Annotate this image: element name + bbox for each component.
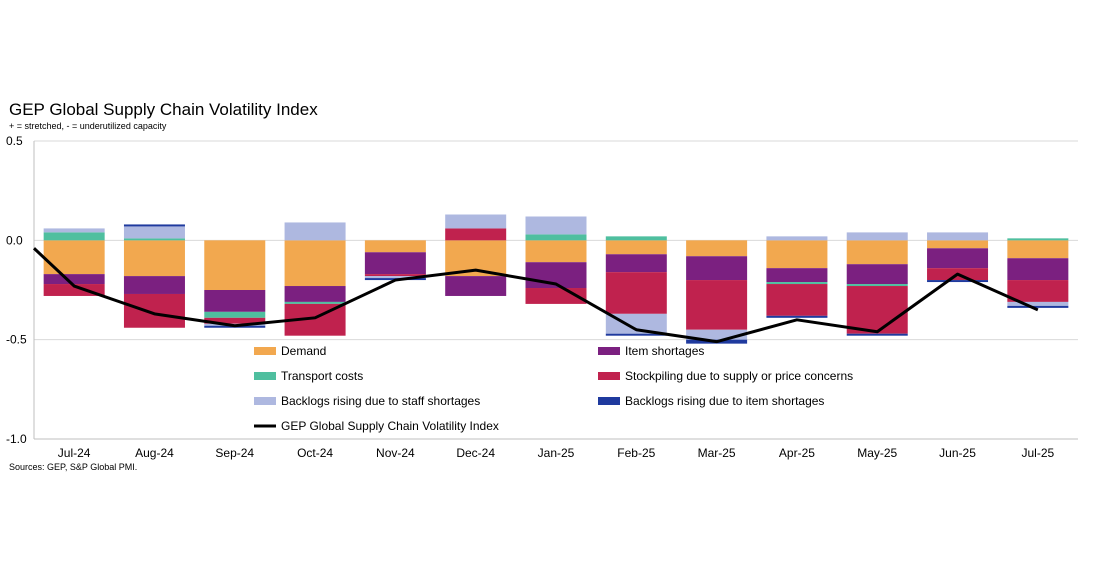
bar-segment-demand <box>927 240 989 249</box>
bar-segment-demand <box>525 240 587 263</box>
bar-segment-item-shortages <box>1007 258 1069 281</box>
bar-segment-stockpiling <box>766 284 828 316</box>
legend-label: Backlogs rising due to item shortages <box>625 394 824 408</box>
bar-segment-transport-costs <box>525 234 587 241</box>
legend-label: Backlogs rising due to staff shortages <box>281 394 480 408</box>
bar-segment-item-shortages <box>204 290 266 312</box>
bar-segment-demand <box>1007 240 1069 259</box>
chart-subtitle: + = stretched, - = underutilized capacit… <box>9 121 167 131</box>
bar-segment-item-shortages <box>43 274 105 285</box>
bar-segment-transport-costs <box>846 284 908 287</box>
source-note: Sources: GEP, S&P Global PMI. <box>9 462 138 472</box>
x-tick-label: Nov-24 <box>376 446 415 460</box>
bar-segment-stockpiling <box>204 317 266 324</box>
bar-segment-item-shortages <box>846 264 908 285</box>
x-tick-label: Mar-25 <box>698 446 736 460</box>
bar-segment-stockpiling <box>846 286 908 334</box>
bar-segment-demand <box>846 240 908 265</box>
x-tick-label: Apr-25 <box>779 446 815 460</box>
y-tick-label: -0.5 <box>6 333 27 347</box>
legend-swatch-stockpiling <box>598 372 620 380</box>
bar-segment-demand <box>284 240 346 287</box>
bar-segment-backlogs-items <box>766 315 828 318</box>
x-tick-label: Aug-24 <box>135 446 174 460</box>
x-tick-label: Jan-25 <box>538 446 575 460</box>
legend-label: Item shortages <box>625 344 704 358</box>
bar-segment-backlogs-items <box>1007 305 1069 308</box>
index-line <box>32 247 1039 344</box>
bar-segment-transport-costs <box>605 236 667 241</box>
bar-segment-item-shortages <box>364 252 426 275</box>
bar-segment-demand <box>686 240 748 257</box>
legend-label: Stockpiling due to supply or price conce… <box>625 369 853 383</box>
x-tick-label: Oct-24 <box>297 446 333 460</box>
bar-segment-demand <box>364 240 426 253</box>
x-tick-label: Jul-24 <box>58 446 91 460</box>
bar-segment-item-shortages <box>605 254 667 273</box>
bar-segment-backlogs-staff <box>846 232 908 241</box>
legend-label: Demand <box>281 344 326 358</box>
bar-segment-backlogs-staff <box>525 216 587 235</box>
bar-segment-transport-costs <box>43 232 105 241</box>
y-tick-label: -1.0 <box>6 432 27 446</box>
bar-segment-backlogs-staff <box>1007 301 1069 306</box>
bar-segment-stockpiling <box>605 272 667 314</box>
bar-segment-backlogs-staff <box>927 232 989 241</box>
bar-segment-demand <box>204 240 266 290</box>
legend-label: GEP Global Supply Chain Volatility Index <box>281 419 499 433</box>
x-tick-label: Jun-25 <box>939 446 976 460</box>
bar-segment-backlogs-staff <box>686 329 748 340</box>
bar-segment-stockpiling <box>123 293 185 328</box>
y-tick-label: 0.0 <box>6 233 23 247</box>
bar-segment-demand <box>123 240 185 277</box>
bar-segment-demand <box>605 240 667 255</box>
bar-segment-transport-costs <box>1007 238 1069 241</box>
x-tick-label: May-25 <box>857 446 897 460</box>
bar-segment-backlogs-items <box>123 224 185 227</box>
bar-segment-item-shortages <box>766 268 828 283</box>
legend-swatch-backlogs-staff <box>254 397 276 405</box>
bar-segment-backlogs-items <box>605 333 667 336</box>
legend-swatch-item-shortages <box>598 347 620 355</box>
bar-segment-transport-costs <box>284 301 346 304</box>
y-tick-label: 0.5 <box>6 134 23 148</box>
bar-segment-stockpiling <box>445 228 507 241</box>
bar-segment-stockpiling <box>43 284 105 296</box>
bar-segment-demand <box>766 240 828 269</box>
bar-segment-backlogs-staff <box>43 228 105 233</box>
chart-title: GEP Global Supply Chain Volatility Index <box>9 100 318 119</box>
bar-segment-backlogs-staff <box>445 214 507 229</box>
bar-segment-item-shortages <box>686 256 748 281</box>
x-tick-label: Sep-24 <box>215 446 254 460</box>
x-tick-label: Jul-25 <box>1022 446 1055 460</box>
bar-segment-backlogs-staff <box>123 226 185 239</box>
bar-segment-transport-costs <box>766 282 828 285</box>
legend-label: Transport costs <box>281 369 363 383</box>
bar-segment-backlogs-staff <box>605 313 667 334</box>
bar-segment-stockpiling <box>686 280 748 330</box>
legend-swatch-demand <box>254 347 276 355</box>
x-tick-label: Dec-24 <box>456 446 495 460</box>
bar-segment-item-shortages <box>927 248 989 269</box>
bar-segment-transport-costs <box>123 238 185 241</box>
legend-swatch-transport-costs <box>254 372 276 380</box>
bar-segment-item-shortages <box>445 276 507 296</box>
bar-segment-backlogs-staff <box>766 236 828 241</box>
bar-segment-item-shortages <box>123 276 185 294</box>
bar-segment-item-shortages <box>284 286 346 302</box>
bar-segment-backlogs-items <box>927 280 989 283</box>
bar-segment-backlogs-staff <box>364 276 426 279</box>
bar-segment-transport-costs <box>204 311 266 318</box>
bar-segment-backlogs-staff <box>284 222 346 241</box>
legend-swatch-backlogs-items <box>598 397 620 405</box>
x-tick-label: Feb-25 <box>617 446 655 460</box>
bar-segment-backlogs-items <box>846 333 908 336</box>
bar-segment-stockpiling <box>1007 280 1069 302</box>
bar-segment-stockpiling <box>364 274 426 277</box>
bar-segment-demand <box>43 240 105 275</box>
